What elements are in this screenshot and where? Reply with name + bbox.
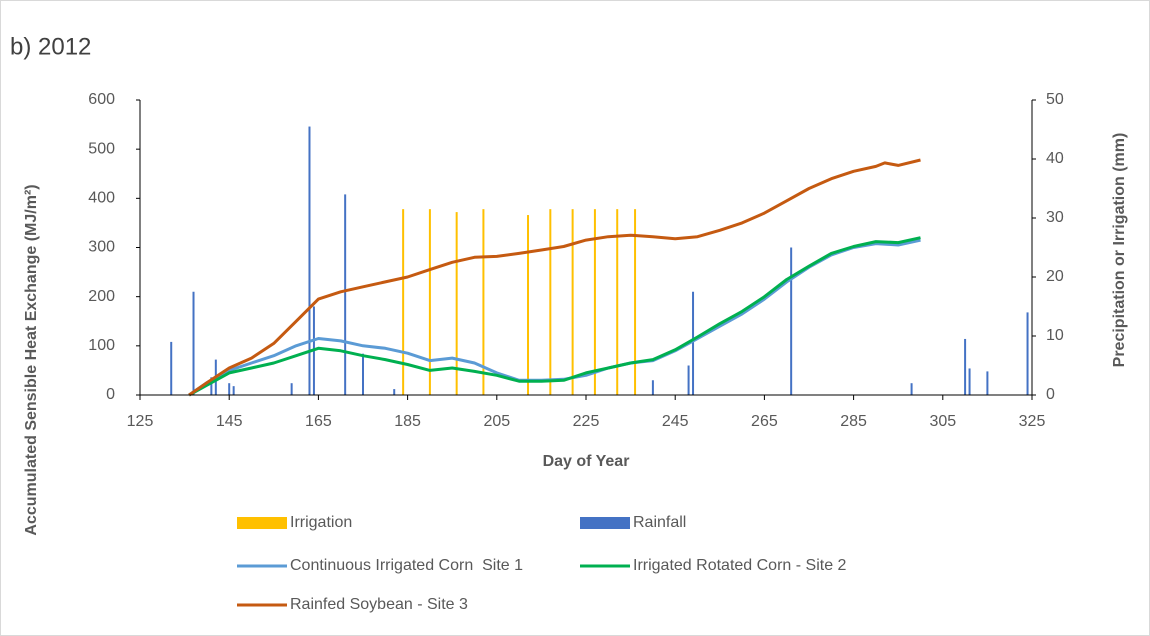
bar	[362, 353, 364, 395]
x-tick-label: 285	[840, 413, 867, 430]
bar	[210, 377, 213, 395]
bar	[651, 380, 654, 395]
x-tick-label: 265	[751, 413, 778, 430]
bar	[527, 215, 530, 395]
y2-axis-title: Precipitation or Irrigation (mm)	[1111, 133, 1128, 368]
y-tick-label: 100	[88, 337, 115, 354]
line-series	[188, 236, 921, 397]
legend-label: Continuous Irrigated Corn Site 1	[290, 557, 523, 574]
legend-label: Rainfed Soybean - Site 3	[290, 596, 468, 613]
bar	[402, 209, 405, 395]
legend-label: Irrigation	[290, 514, 352, 531]
bar	[192, 291, 195, 395]
bar	[428, 209, 431, 395]
bar	[393, 389, 396, 395]
bar	[790, 247, 793, 395]
y2-tick-label: 20	[1046, 268, 1064, 285]
bar	[228, 383, 231, 395]
y-tick-label: 600	[88, 91, 115, 108]
bar	[593, 209, 596, 395]
bar	[549, 209, 552, 395]
x-tick-label: 185	[394, 413, 421, 430]
bar	[968, 368, 971, 395]
x-tick-label: 205	[483, 413, 510, 430]
bar	[692, 291, 695, 395]
bar	[910, 383, 913, 395]
y2-tick-label: 40	[1046, 150, 1064, 167]
y-tick-label: 400	[88, 190, 115, 207]
legend-swatch	[237, 517, 287, 529]
bar	[482, 209, 485, 395]
x-tick-label: 245	[662, 413, 689, 430]
x-tick-label: 165	[305, 413, 332, 430]
x-tick-label: 305	[929, 413, 956, 430]
y-tick-label: 200	[88, 288, 115, 305]
bar	[986, 371, 989, 395]
y2-tick-label: 50	[1046, 91, 1064, 108]
bar	[616, 209, 619, 395]
y2-tick-label: 30	[1046, 209, 1064, 226]
x-tick-label: 125	[127, 413, 154, 430]
bar	[687, 365, 690, 395]
bar	[634, 209, 637, 395]
y2-tick-label: 0	[1046, 386, 1055, 403]
y-tick-label: 500	[88, 140, 115, 157]
bar	[571, 209, 574, 395]
y2-tick-label: 10	[1046, 327, 1064, 344]
legend-swatch	[580, 517, 630, 529]
bar	[290, 383, 293, 395]
line-series	[188, 158, 921, 397]
y-axis-title: Accumulated Sensible Heat Exchange (MJ/m…	[23, 184, 40, 535]
y-tick-label: 0	[106, 386, 115, 403]
x-tick-label: 325	[1019, 413, 1046, 430]
x-axis-title: Day of Year	[543, 453, 630, 470]
bar	[232, 386, 235, 395]
y-tick-label: 300	[88, 239, 115, 256]
bar	[170, 341, 173, 395]
bar	[455, 212, 458, 395]
bar	[308, 126, 311, 396]
x-tick-label: 145	[216, 413, 243, 430]
chart-title: b) 2012	[10, 33, 91, 60]
legend-label: Rainfall	[633, 514, 686, 531]
bar	[1026, 312, 1029, 395]
legend-label: Irrigated Rotated Corn - Site 2	[633, 557, 847, 574]
bar	[344, 194, 347, 395]
bar	[964, 338, 967, 395]
x-tick-label: 225	[573, 413, 600, 430]
